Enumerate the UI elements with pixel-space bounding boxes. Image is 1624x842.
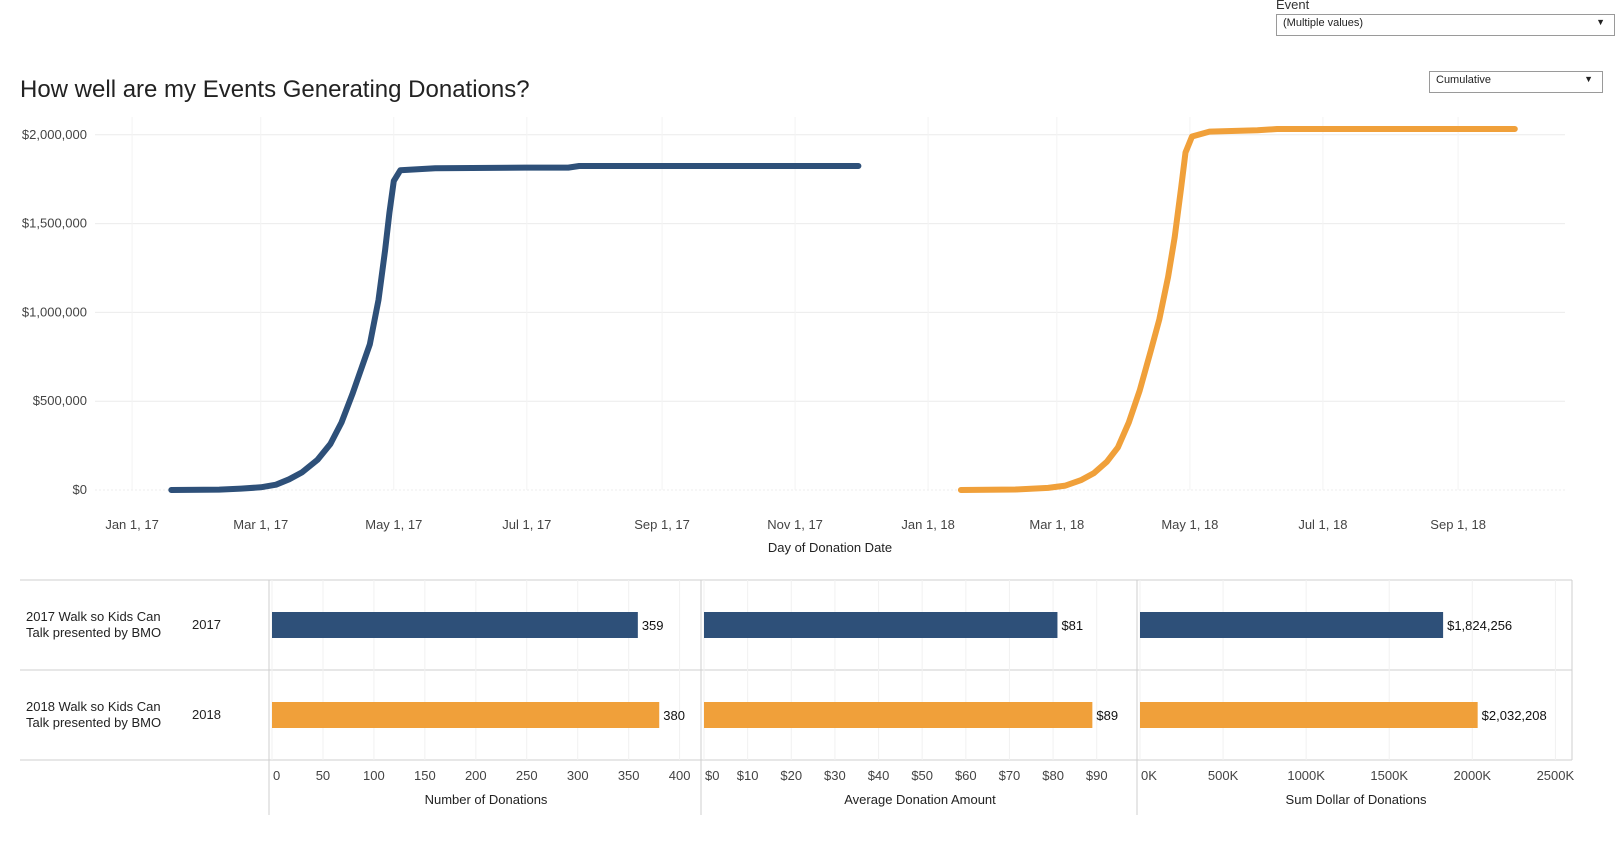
x-tick-label: Mar 1, 18	[1029, 517, 1084, 532]
x-tick-label: Sep 1, 18	[1430, 517, 1486, 532]
y-tick-label: $0	[73, 482, 87, 497]
bar-axis-tick-label: 0K	[1141, 768, 1157, 783]
bar-axis-tick-label: $10	[737, 768, 759, 783]
bar-axis-title: Number of Donations	[425, 792, 548, 807]
bar-axis-title: Average Donation Amount	[844, 792, 996, 807]
event-filter-value: (Multiple values)	[1283, 17, 1364, 29]
row-year-label: 2017	[192, 617, 221, 632]
x-tick-label: Sep 1, 17	[634, 517, 690, 532]
bar-axis-tick-label: $60	[955, 768, 977, 783]
dropdown-arrow-icon: ▼	[1596, 17, 1605, 27]
bar-axis-tick-label: $30	[824, 768, 846, 783]
bar-axis-tick-label: $80	[1042, 768, 1064, 783]
row-event-label: Talk presented by BMO	[26, 715, 161, 730]
bar-2018	[704, 702, 1093, 728]
bar-value-label: $1,824,256	[1447, 618, 1512, 633]
x-tick-label: Nov 1, 17	[767, 517, 823, 532]
x-tick-label: Jul 1, 17	[502, 517, 551, 532]
bar-value-label: 380	[663, 708, 685, 723]
y-tick-label: $500,000	[33, 393, 87, 408]
x-tick-label: Jan 1, 17	[105, 517, 159, 532]
event-filter-label: Event	[1276, 0, 1310, 12]
row-event-label: 2017 Walk so Kids Can	[26, 609, 161, 624]
dropdown-arrow-icon: ▼	[1584, 74, 1593, 84]
cumulative-mode-dropdown[interactable]: Cumulative ▼	[1429, 71, 1603, 93]
y-tick-label: $1,500,000	[22, 216, 87, 231]
bar-axis-tick-label: 150	[414, 768, 436, 783]
row-event-label: 2018 Walk so Kids Can	[26, 699, 161, 714]
bar-2017	[1140, 612, 1444, 638]
x-tick-label: Jul 1, 18	[1298, 517, 1347, 532]
x-tick-label: Jan 1, 18	[901, 517, 955, 532]
bar-2018	[1140, 702, 1478, 728]
row-event-label: Talk presented by BMO	[26, 625, 161, 640]
bar-axis-tick-label: 1500K	[1370, 768, 1408, 783]
bar-axis-tick-label: 100	[363, 768, 385, 783]
bar-axis-tick-label: 300	[567, 768, 589, 783]
event-filter-dropdown[interactable]: (Multiple values) ▼	[1276, 14, 1615, 36]
page-title: How well are my Events Generating Donati…	[20, 76, 530, 103]
bar-axis-tick-label: 350	[618, 768, 640, 783]
x-tick-label: May 1, 18	[1161, 517, 1218, 532]
bar-axis-tick-label: 2500K	[1537, 768, 1575, 783]
cumulative-donations-line-chart: $0 $500,000 $1,000,000 $1,500,000 $2,000,000…	[22, 117, 1565, 555]
bar-value-label: $89	[1096, 708, 1118, 723]
series-line-2017	[168, 163, 862, 493]
bar-axis-tick-label: $0	[705, 768, 719, 783]
x-tick-label: May 1, 17	[365, 517, 422, 532]
bar-axis-tick-label: $70	[999, 768, 1021, 783]
bar-axis-tick-label: 0	[273, 768, 280, 783]
bar-axis-tick-label: 500K	[1208, 768, 1239, 783]
bar-value-label: $81	[1061, 618, 1083, 633]
bar-axis-tick-label: $50	[911, 768, 933, 783]
bar-axis-tick-label: 250	[516, 768, 538, 783]
y-tick-label: $1,000,000	[22, 304, 87, 319]
bar-2017	[272, 612, 638, 638]
bar-value-label: 359	[642, 618, 664, 633]
x-axis-title: Day of Donation Date	[768, 540, 892, 555]
mode-value: Cumulative	[1436, 74, 1492, 86]
bar-axis-title: Sum Dollar of Donations	[1286, 792, 1427, 807]
bar-2018	[272, 702, 660, 728]
bar-value-label: $2,032,208	[1482, 708, 1547, 723]
x-tick-label: Mar 1, 17	[233, 517, 288, 532]
y-tick-label: $2,000,000	[22, 127, 87, 142]
bar-axis-tick-label: $40	[868, 768, 890, 783]
bar-axis-tick-label: $20	[780, 768, 802, 783]
bar-2017	[704, 612, 1058, 638]
bar-axis-tick-label: $90	[1086, 768, 1108, 783]
bar-axis-tick-label: 200	[465, 768, 487, 783]
series-line-2018	[957, 126, 1518, 493]
bar-axis-tick-label: 400	[669, 768, 691, 783]
bar-axis-tick-label: 1000K	[1287, 768, 1325, 783]
bar-axis-tick-label: 2000K	[1454, 768, 1492, 783]
row-year-label: 2018	[192, 707, 221, 722]
bar-axis-tick-label: 50	[316, 768, 330, 783]
